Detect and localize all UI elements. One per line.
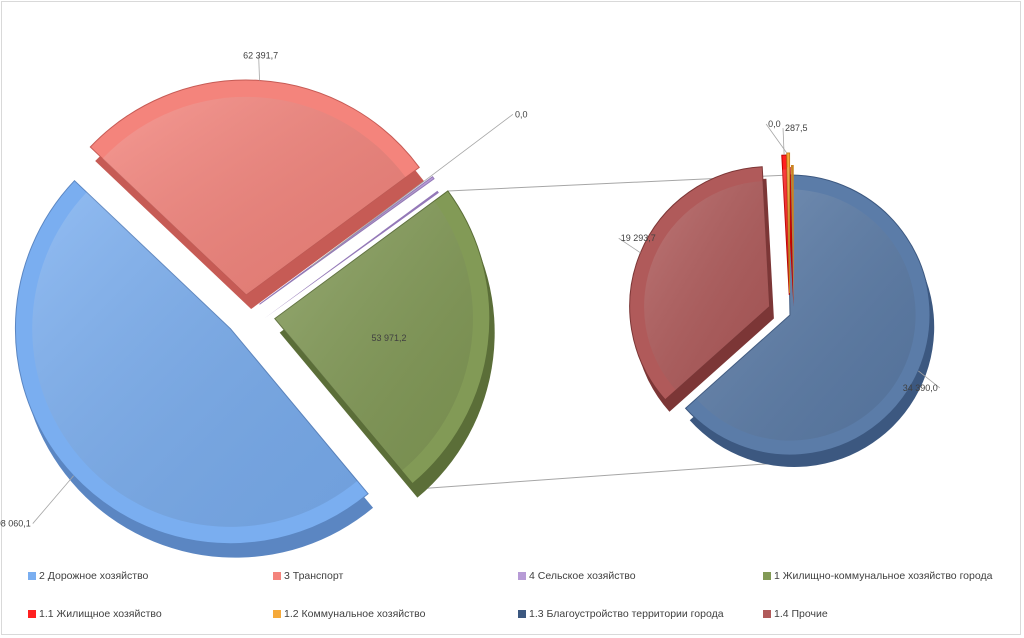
- legend: 2 Дорожное хозяйство 3 Транспорт 4 Сельско…: [28, 570, 1018, 630]
- legend-label: 1.2 Коммунальное хозяйство: [284, 608, 426, 620]
- legend-label: 1 Жилищно-коммунальное хозяйство города: [774, 570, 993, 582]
- label-road-leader: [32, 475, 74, 524]
- legend-item-1: 2 Дорожное хозяйство: [28, 570, 148, 582]
- connector-bottom: [412, 461, 791, 490]
- legend-swatch: [273, 572, 281, 580]
- main-slice-4: [274, 190, 495, 498]
- legend-swatch: [273, 610, 281, 618]
- secondary-slice-1: [684, 174, 935, 468]
- main-slice-2: [89, 79, 425, 310]
- legend-label: 2 Дорожное хозяйство: [39, 570, 149, 582]
- label-other: 19 293,7: [621, 233, 656, 243]
- secondary-slice-2: [629, 166, 774, 412]
- label-transport-leader: [258, 55, 260, 81]
- main-slice-3: [259, 175, 439, 319]
- label-improvement: 34 390,0: [903, 383, 938, 393]
- label-housing-sub-leader: [782, 128, 785, 156]
- legend-item-8: 1.4 Прочие: [763, 608, 828, 620]
- legend-swatch: [763, 610, 771, 618]
- label-communal: 0,0: [768, 119, 781, 129]
- main-slice-1: [14, 179, 374, 558]
- secondary-slice-4: [786, 152, 794, 306]
- legend-item-5: 1.1 Жилищное хозяйство: [28, 608, 162, 620]
- label-agriculture: 0,0: [515, 109, 528, 119]
- legend-item-2: 3 Транспорт: [273, 570, 343, 582]
- label-housing-sub: 287,5: [785, 123, 808, 133]
- label-housing: 53 971,2: [372, 333, 407, 343]
- legend-swatch: [28, 572, 36, 580]
- legend-label: 1.3 Благоустройство территории города: [529, 608, 724, 620]
- legend-item-3: 4 Сельское хозяйство: [518, 570, 636, 582]
- legend-item-4: 1 Жилищно-коммунальное хозяйство города: [763, 570, 992, 582]
- legend-label: 4 Сельское хозяйство: [529, 570, 636, 582]
- label-other-leader: [618, 237, 641, 254]
- legend-item-7: 1.3 Благоустройство территории города: [518, 608, 724, 620]
- legend-label: 1.1 Жилищное хозяйство: [39, 608, 162, 620]
- legend-swatch: [518, 572, 526, 580]
- label-agriculture-leader: [311, 113, 514, 267]
- secondary-pie: [629, 152, 935, 468]
- label-communal-leader: [765, 123, 788, 154]
- main-pie: [14, 79, 495, 558]
- legend-swatch: [28, 610, 36, 618]
- legend-label: 3 Транспорт: [284, 570, 344, 582]
- legend-swatch: [763, 572, 771, 580]
- label-road: 108 060,1: [0, 519, 31, 529]
- legend-swatch: [518, 610, 526, 618]
- legend-item-6: 1.2 Коммунальное хозяйство: [273, 608, 425, 620]
- legend-label: 1.4 Прочие: [774, 608, 828, 620]
- label-improvement-leader: [918, 370, 941, 389]
- data-labels: 108 060,1 62 391,7 0,0 53 971,2 34 390,0 19 2…: [0, 50, 941, 529]
- label-transport: 62 391,7: [243, 50, 278, 60]
